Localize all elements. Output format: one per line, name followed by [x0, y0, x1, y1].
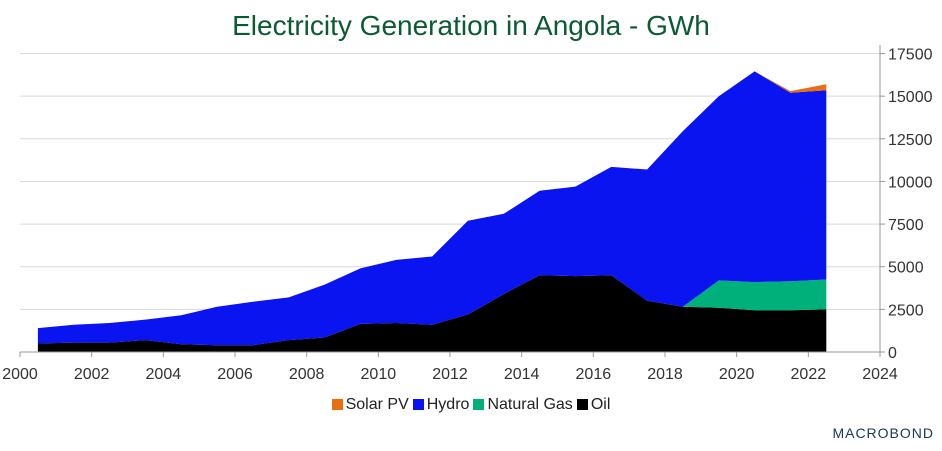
- area-oil: [37, 275, 827, 352]
- x-tick-label: 2006: [217, 366, 253, 383]
- x-tick-label: 2024: [862, 366, 898, 383]
- x-tick-label: 2014: [504, 366, 540, 383]
- y-tick-label: 0: [888, 345, 897, 362]
- legend-item-natural-gas: Natural Gas: [473, 396, 573, 414]
- x-tick-label: 2002: [74, 366, 110, 383]
- x-tick-label: 2022: [791, 366, 827, 383]
- x-tick-label: 2016: [576, 366, 612, 383]
- x-tick-label: 2012: [432, 366, 468, 383]
- y-tick-label: 7500: [888, 217, 924, 234]
- legend-swatch: [331, 399, 343, 410]
- y-tick-label: 10000: [888, 174, 933, 191]
- legend-label: Natural Gas: [487, 396, 573, 413]
- area-series: [37, 71, 827, 352]
- legend-swatch: [576, 399, 588, 410]
- legend-item-solar-pv: Solar PV: [331, 396, 409, 414]
- legend-swatch: [412, 399, 424, 410]
- y-tick-label: 5000: [888, 260, 924, 277]
- y-tick-label: 2500: [888, 302, 924, 319]
- legend-label: Hydro: [426, 396, 470, 413]
- x-tick-label: 2000: [2, 366, 38, 383]
- chart-title: Electricity Generation in Angola - GWh: [232, 10, 710, 41]
- x-tick-label: 2018: [647, 366, 683, 383]
- area-natural-gas: [37, 275, 827, 346]
- y-tick-label: 15000: [888, 89, 933, 106]
- y-tick-label: 12500: [888, 132, 933, 149]
- x-tick-label: 2008: [289, 366, 325, 383]
- x-tick-label: 2004: [146, 366, 182, 383]
- area-hydro: [37, 71, 827, 346]
- legend: Solar PV Hydro Natural Gas Oil: [0, 396, 942, 414]
- axes: 0 2500 5000 7500 10000 12500 15000 17500 2000 200…: [2, 45, 933, 383]
- grid-lines: [20, 53, 880, 310]
- legend-label: Solar PV: [345, 396, 409, 413]
- brand-logo: MACROBOND: [832, 425, 934, 441]
- x-tick-label: 2020: [719, 366, 755, 383]
- legend-label: Oil: [590, 396, 611, 413]
- x-tick-label: 2010: [361, 366, 397, 383]
- y-tick-label: 17500: [888, 47, 933, 64]
- legend-item-hydro: Hydro: [412, 396, 470, 414]
- legend-swatch: [473, 399, 485, 410]
- legend-item-oil: Oil: [576, 396, 611, 414]
